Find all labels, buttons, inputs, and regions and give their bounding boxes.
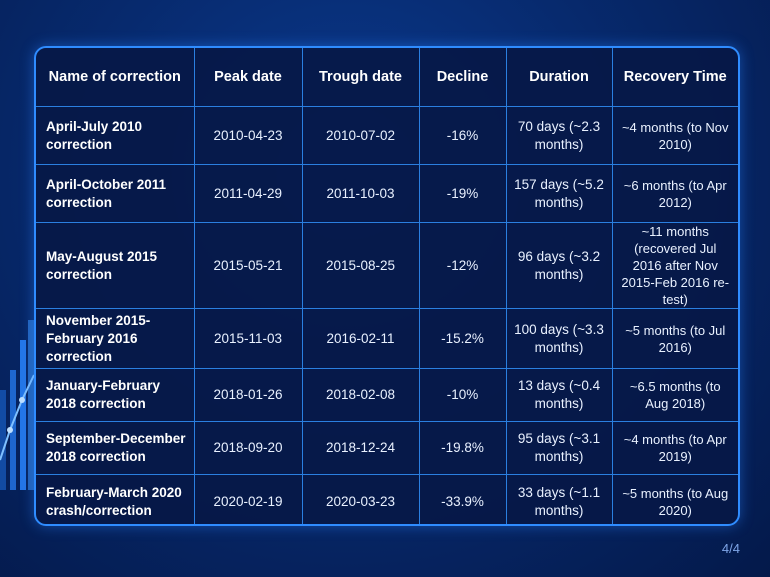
cell-peak-date: 2010-04-23 bbox=[193, 106, 303, 165]
cell-name: February-March 2020 crash/correction bbox=[36, 474, 195, 524]
column-header-decline: Decline bbox=[418, 48, 507, 107]
cell-peak-date: 2018-01-26 bbox=[193, 368, 303, 422]
cell-decline: -10% bbox=[418, 368, 507, 422]
table-header-row: Name of correction Peak date Trough date… bbox=[36, 48, 738, 107]
cell-duration: 70 days (~2.3 months) bbox=[505, 106, 613, 165]
cell-name: May-August 2015 correction bbox=[36, 222, 195, 309]
cell-peak-date: 2015-11-03 bbox=[193, 308, 303, 369]
table-row: February-March 2020 crash/correction 202… bbox=[36, 474, 738, 524]
cell-recovery: ~5 months (to Jul 2016) bbox=[611, 308, 738, 369]
cell-recovery: ~6.5 months (to Aug 2018) bbox=[611, 368, 738, 422]
cell-decline: -16% bbox=[418, 106, 507, 165]
decorative-bar-chart-icon bbox=[0, 320, 35, 490]
column-header-recovery-time: Recovery Time bbox=[611, 48, 738, 107]
cell-decline: -12% bbox=[418, 222, 507, 309]
table-row: April-July 2010 correction 2010-04-23 20… bbox=[36, 106, 738, 165]
cell-trough-date: 2018-12-24 bbox=[301, 421, 420, 475]
cell-peak-date: 2020-02-19 bbox=[193, 474, 303, 524]
cell-recovery: ~6 months (to Apr 2012) bbox=[611, 164, 738, 223]
table-row: January-February 2018 correction 2018-01… bbox=[36, 368, 738, 422]
cell-duration: 33 days (~1.1 months) bbox=[505, 474, 613, 524]
column-header-name: Name of correction bbox=[36, 48, 195, 107]
cell-recovery: ~4 months (to Apr 2019) bbox=[611, 421, 738, 475]
cell-recovery: ~4 months (to Nov 2010) bbox=[611, 106, 738, 165]
cell-trough-date: 2020-03-23 bbox=[301, 474, 420, 524]
cell-name: April-July 2010 correction bbox=[36, 106, 195, 165]
cell-name: January-February 2018 correction bbox=[36, 368, 195, 422]
cell-trough-date: 2011-10-03 bbox=[301, 164, 420, 223]
cell-peak-date: 2018-09-20 bbox=[193, 421, 303, 475]
cell-name: April-October 2011 correction bbox=[36, 164, 195, 223]
table-row: September-December 2018 correction 2018-… bbox=[36, 421, 738, 475]
corrections-table: Name of correction Peak date Trough date… bbox=[36, 48, 738, 524]
table-row: November 2015-February 2016 correction 2… bbox=[36, 308, 738, 369]
cell-duration: 96 days (~3.2 months) bbox=[505, 222, 613, 309]
column-header-duration: Duration bbox=[505, 48, 613, 107]
cell-trough-date: 2015-08-25 bbox=[301, 222, 420, 309]
cell-peak-date: 2015-05-21 bbox=[193, 222, 303, 309]
cell-duration: 100 days (~3.3 months) bbox=[505, 308, 613, 369]
column-header-trough-date: Trough date bbox=[301, 48, 420, 107]
cell-name: September-December 2018 correction bbox=[36, 421, 195, 475]
cell-decline: -19.8% bbox=[418, 421, 507, 475]
cell-trough-date: 2016-02-11 bbox=[301, 308, 420, 369]
cell-peak-date: 2011-04-29 bbox=[193, 164, 303, 223]
table-row: May-August 2015 correction 2015-05-21 20… bbox=[36, 222, 738, 309]
cell-duration: 157 days (~5.2 months) bbox=[505, 164, 613, 223]
cell-trough-date: 2018-02-08 bbox=[301, 368, 420, 422]
page-number: 4/4 bbox=[721, 541, 740, 556]
cell-duration: 13 days (~0.4 months) bbox=[505, 368, 613, 422]
cell-recovery: ~11 months (recovered Jul 2016 after Nov… bbox=[611, 222, 738, 309]
cell-duration: 95 days (~3.1 months) bbox=[505, 421, 613, 475]
cell-recovery: ~5 months (to Aug 2020) bbox=[611, 474, 738, 524]
cell-decline: -19% bbox=[418, 164, 507, 223]
column-header-peak-date: Peak date bbox=[193, 48, 303, 107]
cell-name: November 2015-February 2016 correction bbox=[36, 308, 195, 369]
cell-decline: -15.2% bbox=[418, 308, 507, 369]
table-row: April-October 2011 correction 2011-04-29… bbox=[36, 164, 738, 223]
corrections-table-container: Name of correction Peak date Trough date… bbox=[34, 46, 740, 526]
cell-decline: -33.9% bbox=[418, 474, 507, 524]
cell-trough-date: 2010-07-02 bbox=[301, 106, 420, 165]
